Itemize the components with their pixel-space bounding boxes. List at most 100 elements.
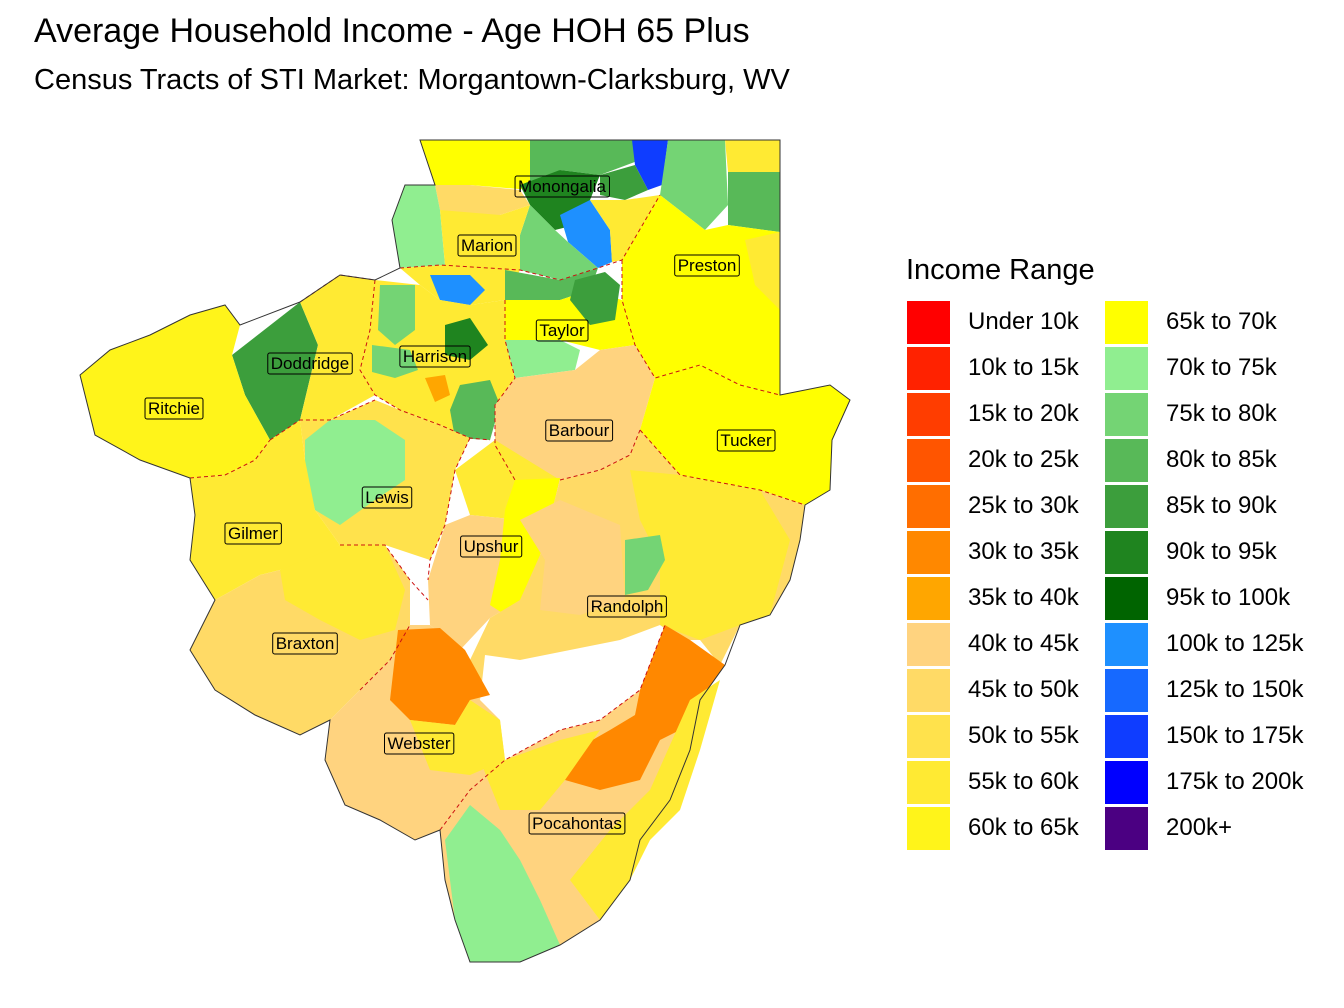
legend-item: 95k to 100k xyxy=(1105,576,1315,622)
legend-label: 55k to 60k xyxy=(968,768,1079,795)
tract-monongalia-green-a xyxy=(530,140,640,190)
county-label-box xyxy=(535,319,589,342)
tract-harrison-dark xyxy=(445,318,488,360)
county-label-tucker: Tucker xyxy=(716,429,776,452)
legend-swatch xyxy=(1105,347,1148,390)
legend-swatch xyxy=(907,669,950,712)
county-label-text: Harrison xyxy=(403,347,467,366)
tract-tucker xyxy=(640,365,850,505)
boundary-braxton xyxy=(340,544,429,601)
county-label-monongalia: Monongalia xyxy=(514,175,610,198)
legend-swatch xyxy=(907,577,950,620)
legend-label: 125k to 150k xyxy=(1166,676,1304,703)
tract-marion-blue xyxy=(430,275,485,305)
tract-pocahontas-orange xyxy=(565,625,725,790)
county-boundaries xyxy=(189,194,806,831)
legend-label: 75k to 80k xyxy=(1166,400,1277,427)
county-label-box xyxy=(144,397,204,420)
tract-randolph-west xyxy=(520,500,625,615)
legend-swatch xyxy=(907,715,950,758)
county-label-text: Ritchie xyxy=(148,399,200,418)
county-label-text: Webster xyxy=(388,734,451,753)
county-label-box xyxy=(716,429,776,452)
tract-harrison-orange xyxy=(425,375,450,402)
legend-label: 30k to 35k xyxy=(968,538,1079,565)
county-label-text: Upshur xyxy=(464,537,519,556)
boundary-harrison xyxy=(359,279,491,441)
legend-label: 15k to 20k xyxy=(968,400,1079,427)
county-label-marion: Marion xyxy=(457,234,517,257)
legend-item: 45k to 50k xyxy=(907,668,1117,714)
legend-item: 70k to 75k xyxy=(1105,346,1315,392)
legend-title: Income Range xyxy=(906,254,1095,286)
county-label-text: Monongalia xyxy=(518,177,606,196)
tract-pocahontas-yellow xyxy=(570,680,720,920)
tract-monongalia-blue xyxy=(632,140,668,190)
legend-item: 80k to 85k xyxy=(1105,438,1315,484)
county-label-box xyxy=(399,345,471,368)
tract-taylor-green xyxy=(570,272,620,325)
legend-swatch xyxy=(1105,761,1148,804)
legend-label: 10k to 15k xyxy=(968,354,1079,381)
tract-taylor-light xyxy=(505,340,580,378)
legend-label: 100k to 125k xyxy=(1166,630,1304,657)
legend-label: 35k to 40k xyxy=(968,584,1079,611)
legend-swatch xyxy=(907,807,950,850)
legend-item: 10k to 15k xyxy=(907,346,1117,392)
legend-column-2: 65k to 70k 70k to 75k 75k to 80k 80k to 85k… xyxy=(1105,300,1315,852)
legend-item: 35k to 40k xyxy=(907,576,1117,622)
county-label-randolph: Randolph xyxy=(587,595,667,618)
county-label-text: Randolph xyxy=(591,597,664,616)
county-label-webster: Webster xyxy=(384,732,455,755)
tract-webster-yellow xyxy=(410,700,505,775)
legend-label: 90k to 95k xyxy=(1166,538,1277,565)
boundary-upshur xyxy=(427,437,471,581)
county-label-box xyxy=(384,732,455,755)
tract-pocahontas-yellow-b xyxy=(480,730,600,810)
tract-harrison-green xyxy=(378,285,415,345)
tract-doddridge-east xyxy=(300,275,375,420)
boundary-gilmer-lewis xyxy=(189,439,271,479)
county-label-ritchie: Ritchie xyxy=(144,397,204,420)
legend-label: 150k to 175k xyxy=(1166,722,1304,749)
county-label-taylor: Taylor xyxy=(535,319,589,342)
boundary-webster xyxy=(359,624,411,691)
county-label-box xyxy=(457,234,517,257)
legend-label: 50k to 55k xyxy=(968,722,1079,749)
tract-monongalia-blue-b xyxy=(560,200,612,268)
legend-item: 30k to 35k xyxy=(907,530,1117,576)
tract-randolph-yellow xyxy=(630,470,790,640)
county-label-text: Tucker xyxy=(720,431,772,450)
legend-swatch xyxy=(907,393,950,436)
county-label-box xyxy=(514,175,610,198)
tract-doddridge xyxy=(232,302,318,440)
legend-label: Under 10k xyxy=(968,308,1079,335)
legend-item: 15k to 20k xyxy=(907,392,1117,438)
legend-label: 70k to 75k xyxy=(1166,354,1277,381)
county-label-braxton: Braxton xyxy=(272,632,338,655)
market-outline xyxy=(79,139,851,963)
county-label-pocahontas: Pocahontas xyxy=(528,812,626,835)
county-label-harrison: Harrison xyxy=(399,345,471,368)
tract-preston-east xyxy=(745,232,780,310)
legend-swatch xyxy=(1105,439,1148,482)
legend-label: 45k to 50k xyxy=(968,676,1079,703)
tract-monongalia-ne-yellow xyxy=(725,140,780,172)
tract-braxton-yellow xyxy=(280,545,405,640)
legend-item: 65k to 70k xyxy=(1105,300,1315,346)
tract-monongalia-west xyxy=(435,185,530,215)
tract-preston xyxy=(622,195,780,395)
map-subtitle: Census Tracts of STI Market: Morgantown-… xyxy=(34,64,790,96)
legend-swatch xyxy=(907,347,950,390)
county-label-text: Doddridge xyxy=(271,354,349,373)
legend-swatch xyxy=(1105,807,1148,850)
county-label-gilmer: Gilmer xyxy=(224,522,282,545)
legend-label: 65k to 70k xyxy=(1166,308,1277,335)
legend-item: 150k to 175k xyxy=(1105,714,1315,760)
county-label-text: Barbour xyxy=(549,421,610,440)
legend-swatch xyxy=(1105,669,1148,712)
county-label-text: Taylor xyxy=(539,321,585,340)
county-label-box xyxy=(545,419,614,442)
county-label-box xyxy=(361,486,413,509)
legend-label: 25k to 30k xyxy=(968,492,1079,519)
